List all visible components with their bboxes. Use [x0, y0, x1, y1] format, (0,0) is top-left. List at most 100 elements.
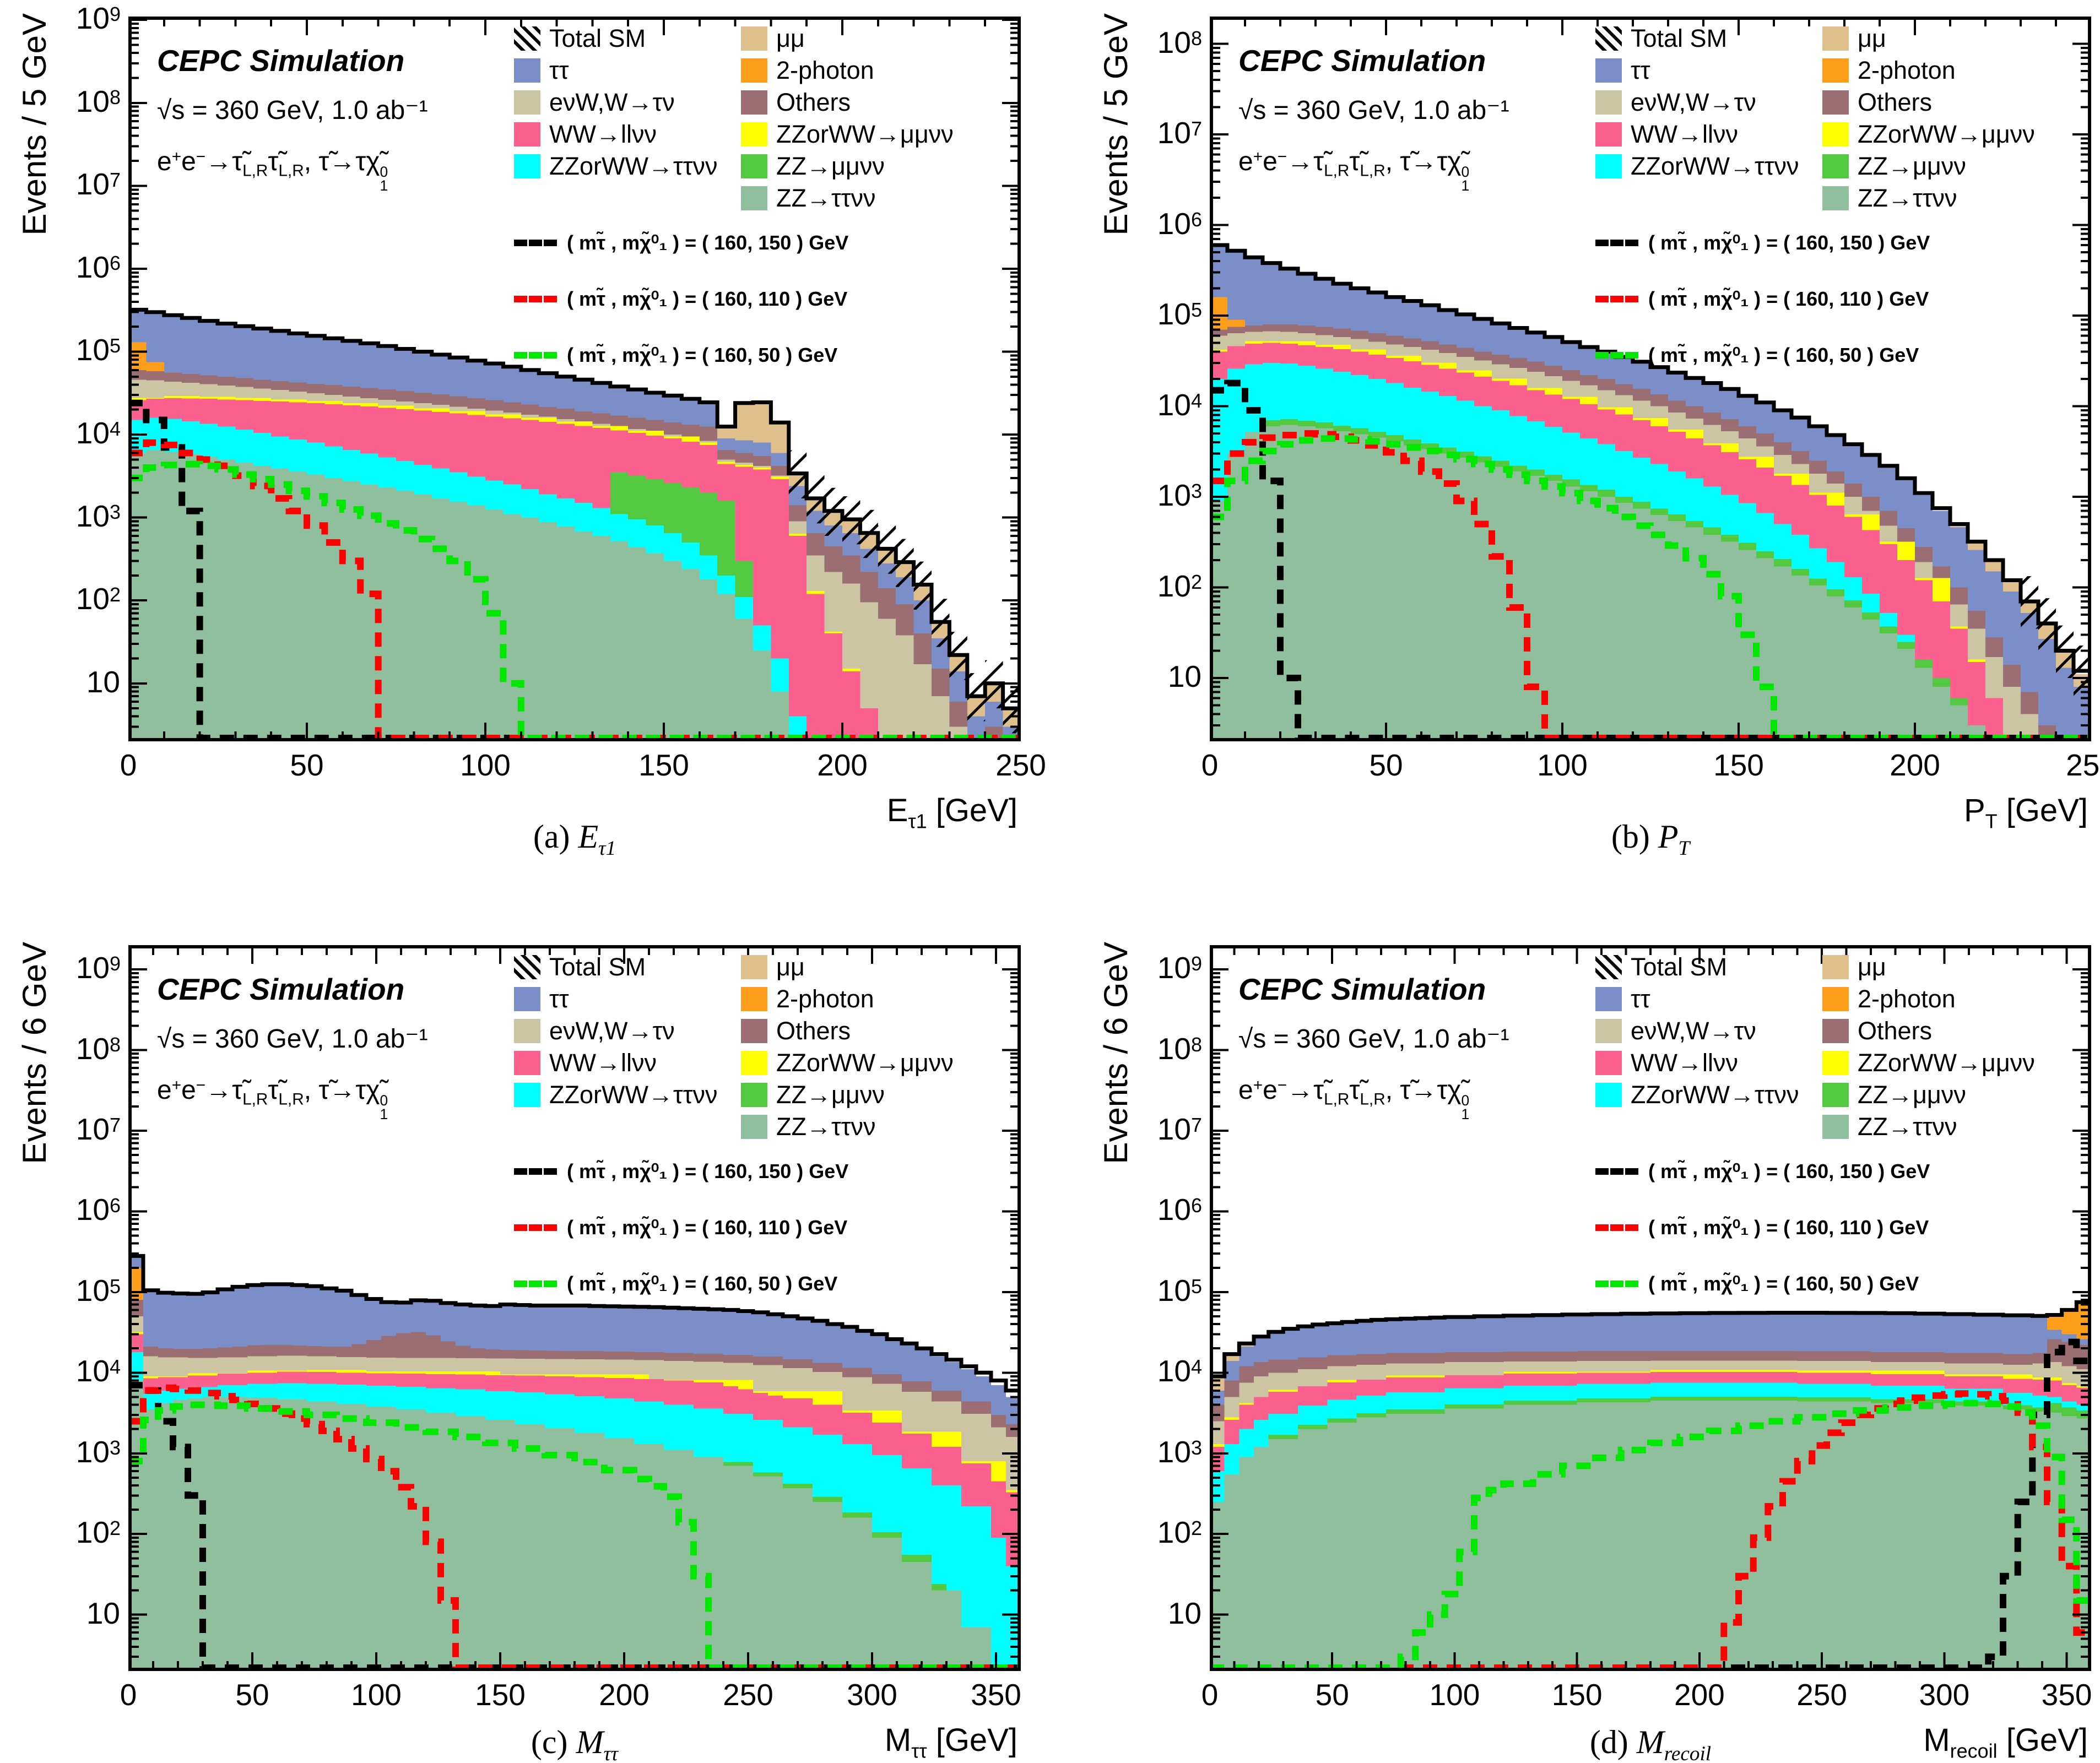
color-swatch	[514, 122, 540, 147]
legend-label: μμ	[1858, 953, 1886, 981]
color-swatch	[514, 154, 540, 178]
panel-m-tautau: Events / 6 GeV Mττ [GeV] (c) Mττ 10 102 10…	[0, 882, 1050, 1763]
total-sm-hatch-swatch	[1595, 26, 1622, 51]
panel-pt: Events / 5 GeV PT [GeV] (b) PT 10 102 103 1…	[1050, 0, 2100, 881]
legend-item-zz_tautau: ZZ→ττνν	[741, 1113, 876, 1141]
info-experiment: CEPC Simulation	[1238, 972, 1486, 1006]
signal-label: ( mτ̃ , mχ̃⁰₁ ) = ( 160, 110 ) GeV	[1648, 287, 1929, 310]
legend-item-zz_mumu: ZZ→μμνν	[1822, 1081, 1966, 1109]
signal-lines	[128, 399, 1021, 741]
color-swatch	[741, 26, 767, 51]
y-tick-label: 109	[75, 1, 121, 36]
legend-item-twophoton: 2-photon	[1822, 56, 1956, 85]
color-swatch	[1822, 955, 1849, 979]
info-process: e+e−→τ̃L,Rτ̃L,R, τ̃→τχ̃ 0 1	[157, 1076, 388, 1122]
signal-label: ( mτ̃ , mχ̃⁰₁ ) = ( 160, 50 ) GeV	[567, 1272, 838, 1295]
plot-area	[1210, 17, 2091, 741]
legend-signal-s150: ( mτ̃ , mχ̃⁰₁ ) = ( 160, 150 ) GeV	[514, 231, 848, 254]
axis-frame	[128, 17, 1021, 741]
color-swatch	[1595, 122, 1622, 147]
legend-label: 2-photon	[776, 56, 874, 84]
color-swatch	[741, 955, 767, 979]
legend-item-zzww_tautau: ZZorWW→ττνν	[1595, 152, 1799, 181]
caption: (b) PT	[1611, 818, 1690, 860]
legend-label: Total SM	[549, 953, 646, 981]
signal-s110	[1210, 1390, 2091, 1671]
legend-label: ZZorWW→μμνν	[776, 1049, 954, 1077]
legend-item-evw: eνW,W→τν	[1595, 1017, 1756, 1045]
signal-s150	[128, 399, 1021, 741]
y-tick-label: 103	[1157, 1434, 1202, 1469]
x-tick-label: 200	[1890, 748, 1940, 782]
signal-s150	[128, 1382, 1021, 1671]
color-swatch	[741, 1019, 767, 1043]
x-tick-label: 100	[1537, 748, 1588, 782]
x-tick-label: 300	[1919, 1678, 1970, 1712]
legend-item-ww: WW→llνν	[514, 1049, 657, 1077]
total-sm-hatch-swatch	[514, 26, 540, 51]
signal-label: ( mτ̃ , mχ̃⁰₁ ) = ( 160, 110 ) GeV	[567, 1216, 848, 1239]
legend-item-ww: WW→llνν	[1595, 1049, 1738, 1077]
legend-label: ZZorWW→ττνν	[549, 152, 718, 180]
legend-label: μμ	[776, 24, 805, 52]
stacked-bands	[1210, 1302, 2091, 1671]
legend-label: 2-photon	[776, 985, 874, 1013]
signal-dash-swatch	[1595, 1168, 1638, 1175]
legend-label: ZZorWW→ττνν	[1631, 1081, 1799, 1109]
legend-label: WW→llνν	[549, 120, 657, 148]
y-tick-label: 107	[75, 167, 121, 202]
legend-signal-s110: ( mτ̃ , mχ̃⁰₁ ) = ( 160, 110 ) GeV	[1595, 1216, 1929, 1239]
x-tick-label: 0	[120, 1678, 137, 1712]
caption: (c) Mττ	[531, 1724, 619, 1763]
x-tick-label: 350	[2041, 1678, 2092, 1712]
legend-label: Total SM	[1631, 953, 1728, 981]
color-swatch	[741, 90, 767, 115]
signal-s150	[1210, 1338, 2091, 1671]
y-tick-label: 106	[75, 1192, 121, 1227]
legend-item-zz_mumu: ZZ→μμνν	[741, 1081, 885, 1109]
color-swatch	[514, 58, 540, 83]
legend-signal-s50: ( mτ̃ , mχ̃⁰₁ ) = ( 160, 50 ) GeV	[1595, 1272, 1919, 1295]
color-swatch	[741, 58, 767, 83]
color-swatch	[741, 1051, 767, 1075]
x-tick-label: 100	[1429, 1678, 1480, 1712]
legend-item-zzww_mumu: ZZorWW→μμνν	[741, 120, 954, 149]
band-zz_tautau	[128, 1380, 1021, 1671]
total-sm-line	[1210, 1300, 2091, 1379]
legend-label: WW→llνν	[1631, 1049, 1738, 1077]
y-tick-label: 108	[75, 84, 121, 118]
legend-label: eνW,W→τν	[549, 88, 675, 116]
legend-signal-s150: ( mτ̃ , mχ̃⁰₁ ) = ( 160, 150 ) GeV	[1595, 1160, 1930, 1183]
legend-item-others: Others	[741, 88, 851, 117]
legend-item-evw: eνW,W→τν	[514, 88, 675, 117]
plot-area	[128, 945, 1021, 1671]
legend-signal-s150: ( mτ̃ , mχ̃⁰₁ ) = ( 160, 150 ) GeV	[514, 1160, 848, 1183]
signal-label: ( mτ̃ , mχ̃⁰₁ ) = ( 160, 50 ) GeV	[567, 344, 838, 366]
legend-label: Others	[776, 88, 851, 116]
axis-ticks	[1210, 945, 2091, 1671]
signal-s50	[1210, 1399, 2091, 1671]
legend-label: ZZ→μμνν	[1858, 152, 1966, 180]
x-tick-label: 350	[971, 1678, 1021, 1712]
color-swatch	[514, 90, 540, 115]
info-energy-lumi: √s = 360 GeV, 1.0 ab⁻¹	[157, 96, 428, 125]
color-swatch	[1822, 26, 1849, 51]
signal-s50	[128, 460, 1021, 741]
x-tick-label: 0	[1201, 1678, 1219, 1712]
legend-label: Others	[1858, 1017, 1933, 1045]
legend-label: ZZorWW→ττνν	[549, 1081, 718, 1109]
legend-item-evw: eνW,W→τν	[514, 1017, 675, 1045]
color-swatch	[1822, 987, 1849, 1011]
legend-signal-s110: ( mτ̃ , mχ̃⁰₁ ) = ( 160, 110 ) GeV	[1595, 287, 1929, 311]
legend-label: ZZ→ττνν	[1858, 1113, 1957, 1141]
legend-item-total: Total SM	[514, 24, 646, 53]
y-tick-label: 103	[75, 1434, 121, 1469]
legend-label: ZZorWW→μμνν	[776, 120, 954, 148]
legend-label: ZZorWW→μμνν	[1858, 1049, 2035, 1077]
legend-item-ww: WW→llνν	[1595, 120, 1738, 149]
legend-label: ZZ→μμνν	[776, 152, 885, 180]
legend-label: eνW,W→τν	[549, 1017, 675, 1045]
legend-label: eνW,W→τν	[1631, 1017, 1756, 1045]
x-tick-label: 50	[235, 1678, 269, 1712]
